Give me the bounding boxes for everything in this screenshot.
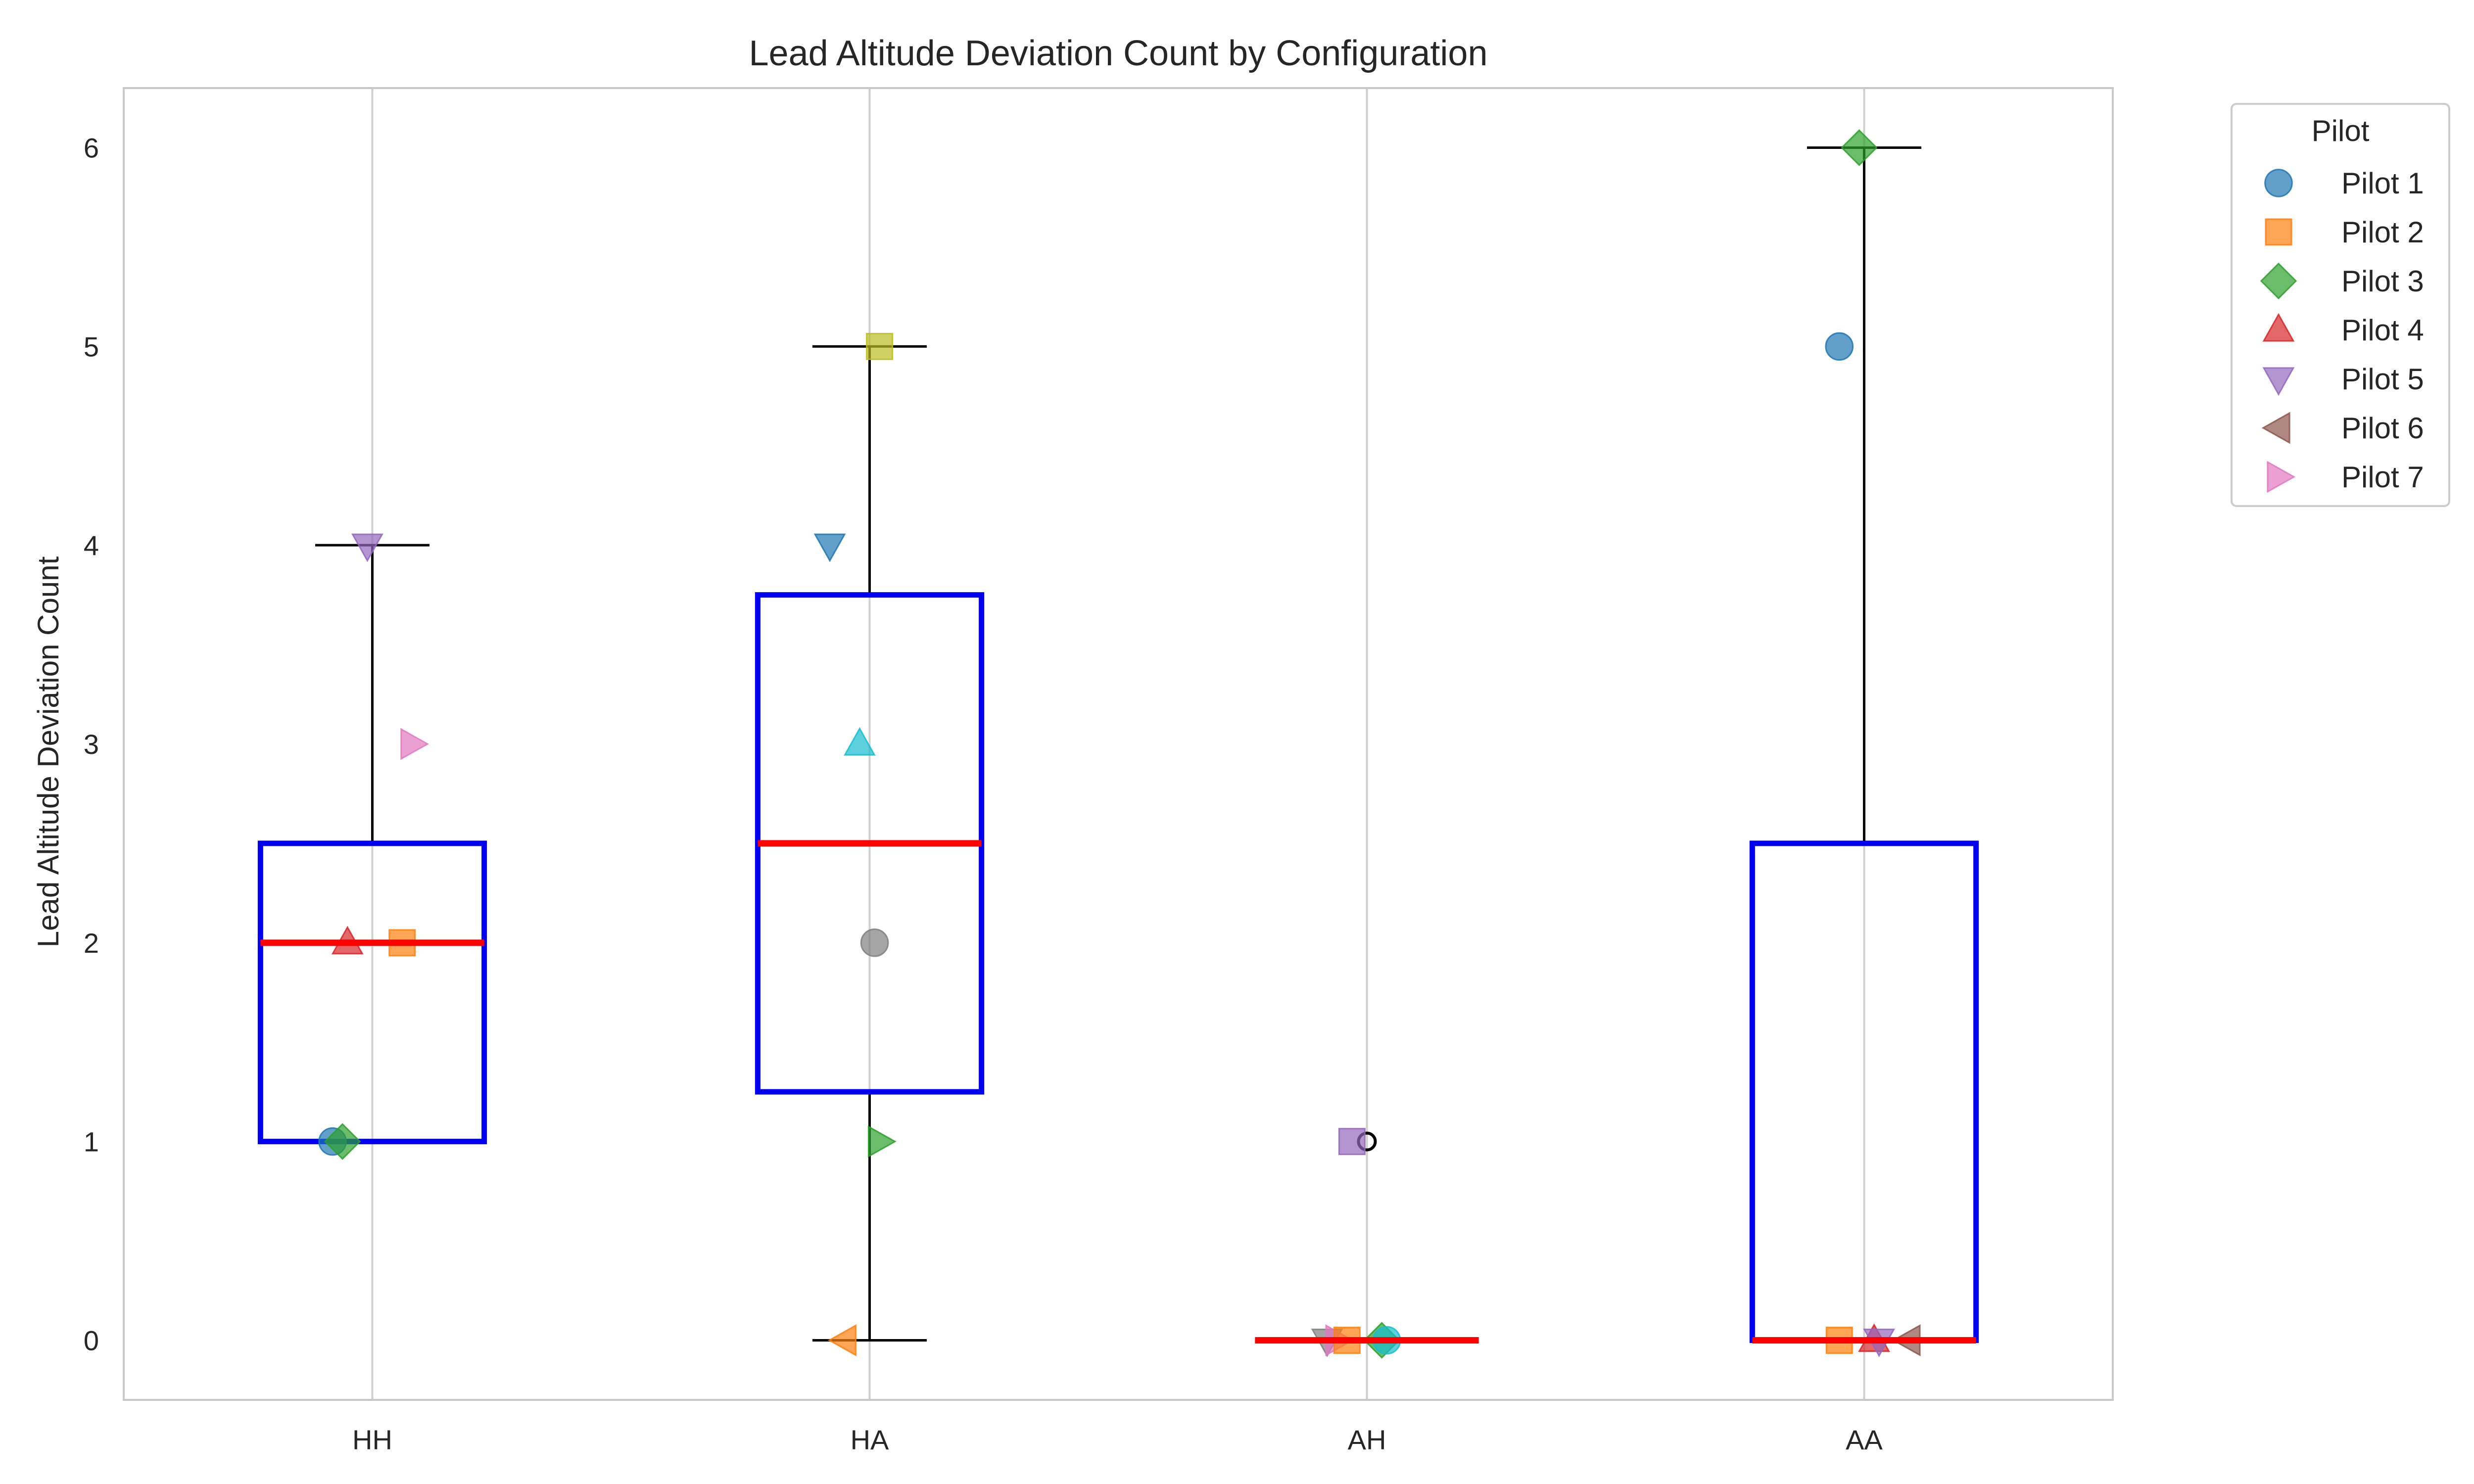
- legend-label-7: Pilot 7: [2341, 461, 2424, 494]
- data-point-ha-8: [843, 727, 876, 756]
- data-point-ha-11: [827, 1324, 856, 1356]
- legend: Pilot Pilot 1 Pilot 2 Pilot 3 Pilot 4 Pilot 5…: [2231, 103, 2450, 507]
- x-tick-label-hh: HH: [352, 1424, 392, 1455]
- plot-area: 0 1 2 3 4 5 6 HH HA AH AA: [84, 87, 2114, 1455]
- y-tick-label-1: 1: [84, 1126, 99, 1158]
- data-point-ah-12: [1338, 1128, 1366, 1156]
- legend-title: Pilot: [2312, 114, 2370, 147]
- plot-background: [124, 88, 2113, 1400]
- y-tick-label-3: 3: [84, 729, 99, 760]
- legend-marker-3: [2260, 262, 2297, 300]
- legend-label-5: Pilot 5: [2341, 363, 2424, 396]
- data-point-hh-5: [400, 728, 429, 760]
- legend-label-6: Pilot 6: [2341, 412, 2424, 445]
- box-hh: [257, 840, 487, 1145]
- data-point-ha-6: [813, 533, 846, 562]
- y-tick-label-2: 2: [84, 928, 99, 959]
- chart-title: Lead Altitude Deviation Count by Configu…: [749, 34, 1488, 73]
- legend-marker-7: [2267, 461, 2296, 493]
- legend-label-3: Pilot 3: [2341, 265, 2424, 298]
- data-point-aa-19: [1841, 129, 1878, 166]
- y-axis-label: Lead Altitude Deviation Count: [32, 556, 65, 947]
- data-point-ha-9: [860, 928, 889, 957]
- y-tick-label-6: 6: [84, 133, 99, 164]
- legend-marker-2: [2265, 218, 2292, 246]
- x-tick-label-ah: AH: [1348, 1424, 1386, 1455]
- legend-marker-1: [2264, 169, 2293, 197]
- data-point-hh-4: [351, 533, 383, 562]
- legend-marker-4: [2262, 313, 2295, 342]
- y-tick-label-4: 4: [84, 530, 99, 561]
- data-point-ha-10: [868, 1125, 897, 1158]
- x-tick-label-ha: HA: [851, 1424, 889, 1455]
- legend-marker-5: [2262, 367, 2295, 396]
- data-point-ha-7: [866, 332, 894, 360]
- x-tick-label-aa: AA: [1846, 1424, 1883, 1455]
- legend-label-2: Pilot 2: [2341, 216, 2424, 249]
- y-tick-label-5: 5: [84, 331, 99, 362]
- y-tick-label-0: 0: [84, 1325, 99, 1356]
- data-point-aa-18: [1825, 332, 1854, 361]
- plot-frame: [123, 87, 2114, 1401]
- legend-label-1: Pilot 1: [2341, 167, 2424, 200]
- legend-marker-6: [2261, 412, 2290, 444]
- legend-label-4: Pilot 4: [2341, 314, 2424, 347]
- data-point-hh-2: [324, 1123, 361, 1160]
- legend-box: [2231, 103, 2450, 507]
